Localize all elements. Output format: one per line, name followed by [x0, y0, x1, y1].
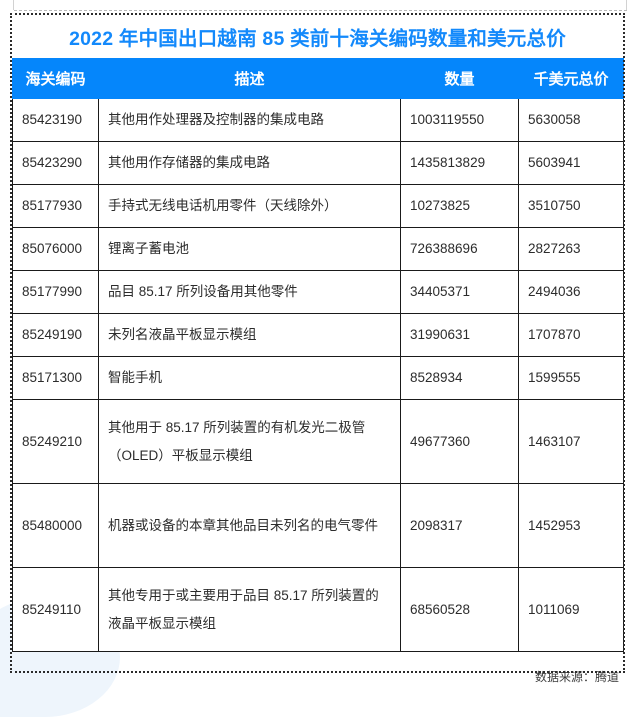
cell-customs-code: 85249190 — [12, 313, 99, 357]
table-header: 海关编码 描述 数量 千美元总价 — [12, 58, 624, 99]
cell-description: 其他用作处理器及控制器的集成电路 — [98, 98, 401, 142]
table-row[interactable]: 85249190 未列名液晶平板显示模组 31990631 1707870 — [12, 313, 624, 357]
cell-customs-code: 85171300 — [12, 356, 99, 400]
cell-description: 其他专用于或主要用于品目 85.17 所列装置的液晶平板显示模组 — [98, 567, 401, 652]
page-margin-guide-top — [14, 10, 627, 11]
table-row[interactable]: 85177930 手持式无线电话机用零件（天线除外） 10273825 3510750 — [12, 184, 624, 228]
cell-total-value: 1452953 — [518, 483, 624, 568]
table-object[interactable]: 2022 年中国出口越南 85 类前十海关编码数量和美元总价 海关编码 描述 数… — [12, 15, 624, 685]
cell-quantity: 2098317 — [400, 483, 519, 568]
cell-total-value: 1463107 — [518, 399, 624, 484]
table-header-row: 海关编码 描述 数量 千美元总价 — [12, 58, 624, 99]
cell-customs-code: 85249210 — [12, 399, 99, 484]
table-row[interactable]: 85423290 其他用作存储器的集成电路 1435813829 5603941 — [12, 141, 624, 185]
cell-description: 智能手机 — [98, 356, 401, 400]
cell-total-value: 2827263 — [518, 227, 624, 271]
cell-total-value: 1599555 — [518, 356, 624, 400]
cell-description: 其他用于 85.17 所列装置的有机发光二极管（OLED）平板显示模组 — [98, 399, 401, 484]
cell-total-value: 1707870 — [518, 313, 624, 357]
cell-total-value: 5630058 — [518, 98, 624, 142]
cell-customs-code: 85480000 — [12, 483, 99, 568]
cell-customs-code: 85423290 — [12, 141, 99, 185]
cell-description: 机器或设备的本章其他品目未列名的电气零件 — [98, 483, 401, 568]
cell-description: 未列名液晶平板显示模组 — [98, 313, 401, 357]
page-title: 2022 年中国出口越南 85 类前十海关编码数量和美元总价 — [69, 28, 566, 50]
cell-description: 锂离子蓄电池 — [98, 227, 401, 271]
page-margin-guide-left — [0, 0, 14, 10]
cell-description: 手持式无线电话机用零件（天线除外） — [98, 184, 401, 228]
cell-total-value: 5603941 — [518, 141, 624, 185]
cell-quantity: 31990631 — [400, 313, 519, 357]
cell-description: 品目 85.17 所列设备用其他零件 — [98, 270, 401, 314]
column-header-description[interactable]: 描述 — [98, 58, 401, 99]
table-row[interactable]: 85249110 其他专用于或主要用于品目 85.17 所列装置的液晶平板显示模组… — [12, 567, 624, 652]
column-header-quantity[interactable]: 数量 — [400, 58, 519, 99]
cell-total-value: 1011069 — [518, 567, 624, 652]
table-row[interactable]: 85177990 品目 85.17 所列设备用其他零件 34405371 249403… — [12, 270, 624, 314]
cell-quantity: 726388696 — [400, 227, 519, 271]
column-header-value[interactable]: 千美元总价 — [518, 58, 624, 99]
cell-quantity: 34405371 — [400, 270, 519, 314]
table-row[interactable]: 85171300 智能手机 8528934 1599555 — [12, 356, 624, 400]
customs-code-table: 海关编码 描述 数量 千美元总价 85423190 其他用作处理器及控制器的集成电… — [12, 58, 624, 652]
cell-customs-code: 85423190 — [12, 98, 99, 142]
cell-quantity: 10273825 — [400, 184, 519, 228]
cell-customs-code: 85249110 — [12, 567, 99, 652]
table-row[interactable]: 85480000 机器或设备的本章其他品目未列名的电气零件 2098317 14529… — [12, 483, 624, 568]
cell-description: 其他用作存储器的集成电路 — [98, 141, 401, 185]
table-body: 85423190 其他用作处理器及控制器的集成电路 1003119550 563005… — [12, 98, 624, 652]
source-note: 数据来源：腾道 — [534, 670, 619, 684]
cell-quantity: 8528934 — [400, 356, 519, 400]
cell-customs-code: 85177990 — [12, 270, 99, 314]
cell-quantity: 1435813829 — [400, 141, 519, 185]
table-row[interactable]: 85249210 其他用于 85.17 所列装置的有机发光二极管（OLED）平板显… — [12, 399, 624, 484]
cell-total-value: 3510750 — [518, 184, 624, 228]
cell-customs-code: 85177930 — [12, 184, 99, 228]
cell-customs-code: 85076000 — [12, 227, 99, 271]
table-row[interactable]: 85423190 其他用作处理器及控制器的集成电路 1003119550 563005… — [12, 98, 624, 142]
cell-quantity: 49677360 — [400, 399, 519, 484]
cell-total-value: 2494036 — [518, 270, 624, 314]
cell-quantity: 68560528 — [400, 567, 519, 652]
table-title-bar: 2022 年中国出口越南 85 类前十海关编码数量和美元总价 — [12, 15, 623, 58]
table-row[interactable]: 85076000 锂离子蓄电池 726388696 2827263 — [12, 227, 624, 271]
cell-quantity: 1003119550 — [400, 98, 519, 142]
column-header-code[interactable]: 海关编码 — [12, 58, 99, 99]
page-margin-guide-right — [626, 0, 635, 10]
